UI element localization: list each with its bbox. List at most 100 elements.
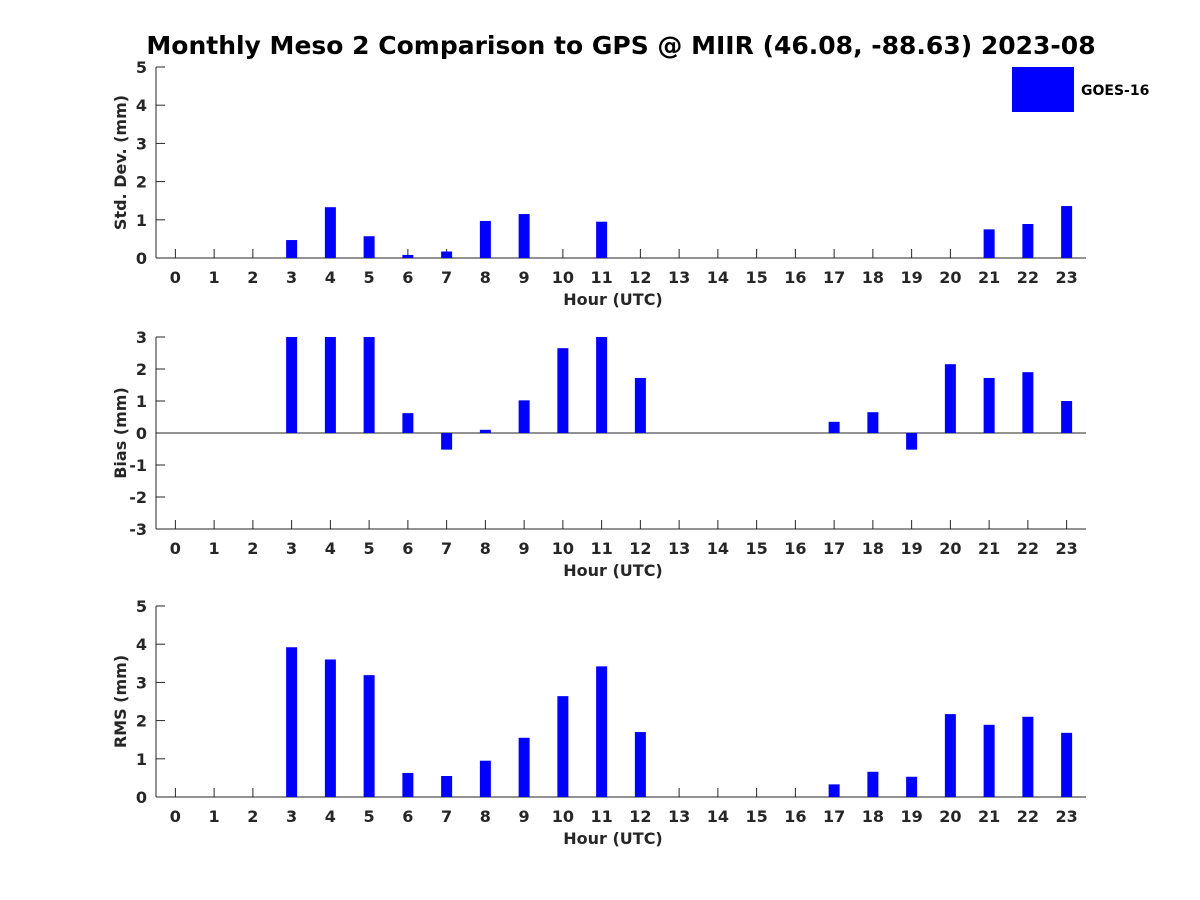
bias-y-tick-label: -2	[129, 488, 147, 507]
bias-x-tick-label: 21	[978, 539, 1000, 558]
bias-x-tick-label: 11	[590, 539, 612, 558]
stddev-x-tick-label: 4	[325, 268, 336, 287]
rms-bar	[828, 784, 840, 797]
rms-x-tick-label: 1	[209, 807, 220, 826]
bias-x-tick-label: 5	[364, 539, 375, 558]
stddev-x-tick-label: 11	[590, 268, 612, 287]
rms-bar	[479, 760, 491, 797]
stddev-y-tick-label: 0	[136, 249, 147, 268]
chart-title: Monthly Meso 2 Comparison to GPS @ MIIR …	[146, 31, 1095, 60]
rms-x-tick-label: 3	[286, 807, 297, 826]
bias-x-axis-label: Hour (UTC)	[563, 561, 663, 580]
stddev-bar	[1022, 224, 1034, 258]
stddev-y-tick-label: 5	[136, 58, 147, 77]
bias-bar	[441, 433, 453, 450]
bias-bar	[596, 337, 608, 433]
stddev-x-tick-label: 19	[900, 268, 922, 287]
rms-x-tick-label: 7	[441, 807, 452, 826]
stddev-y-tick-label: 2	[136, 173, 147, 192]
stddev-bar	[286, 240, 298, 258]
rms-x-tick-label: 13	[668, 807, 690, 826]
rms-y-tick-label: 4	[136, 635, 147, 654]
bias-x-tick-label: 13	[668, 539, 690, 558]
rms-bar	[1022, 716, 1034, 797]
rms-x-tick-label: 9	[519, 807, 530, 826]
rms-x-tick-label: 2	[247, 807, 258, 826]
stddev-x-tick-label: 5	[364, 268, 375, 287]
rms-x-tick-label: 5	[364, 807, 375, 826]
bias-bar	[324, 337, 336, 433]
bias-y-tick-label: 0	[136, 424, 147, 443]
rms-y-tick-label: 3	[136, 673, 147, 692]
bias-bar	[402, 413, 414, 433]
bias-bar	[557, 348, 569, 433]
bias-y-tick-label: 1	[136, 392, 147, 411]
rms-bar	[944, 714, 956, 797]
bias-x-tick-label: 7	[441, 539, 452, 558]
rms-bar	[634, 732, 646, 797]
stddev-x-tick-label: 6	[402, 268, 413, 287]
stddev-bar	[402, 254, 414, 258]
bias-y-tick-label: -3	[129, 520, 147, 539]
bias-x-tick-label: 10	[552, 539, 574, 558]
bias-x-tick-label: 16	[784, 539, 806, 558]
bias-bar	[518, 400, 530, 433]
bias-x-tick-label: 22	[1017, 539, 1039, 558]
stddev-x-tick-label: 2	[247, 268, 258, 287]
rms-y-axis-label: RMS (mm)	[111, 655, 130, 748]
stddev-x-tick-label: 10	[552, 268, 574, 287]
stddev-bar	[596, 221, 608, 258]
rms-bar	[286, 647, 298, 797]
rms-x-tick-label: 6	[402, 807, 413, 826]
bias-bar	[983, 377, 995, 433]
rms-x-tick-label: 22	[1017, 807, 1039, 826]
rms-bar	[324, 659, 336, 797]
rms-x-tick-label: 8	[480, 807, 491, 826]
rms-x-tick-label: 15	[745, 807, 767, 826]
stddev-x-tick-label: 20	[939, 268, 961, 287]
stddev-x-tick-label: 18	[862, 268, 884, 287]
stddev-x-tick-label: 16	[784, 268, 806, 287]
stddev-x-axis-label: Hour (UTC)	[563, 290, 663, 309]
bias-bar	[634, 377, 646, 433]
stddev-x-tick-label: 8	[480, 268, 491, 287]
stddev-x-tick-label: 13	[668, 268, 690, 287]
bias-x-tick-label: 3	[286, 539, 297, 558]
bias-bar	[828, 421, 840, 433]
rms-bar	[402, 772, 414, 797]
stddev-bar	[324, 207, 336, 258]
bias-bar	[363, 337, 375, 433]
rms-y-tick-label: 0	[136, 788, 147, 807]
bias-x-tick-label: 9	[519, 539, 530, 558]
stddev-x-tick-label: 15	[745, 268, 767, 287]
legend-swatch-goes-16	[1012, 67, 1074, 112]
bias-x-tick-label: 15	[745, 539, 767, 558]
stddev-y-axis-label: Std. Dev. (mm)	[111, 95, 130, 230]
bias-x-tick-label: 12	[629, 539, 651, 558]
rms-x-tick-label: 20	[939, 807, 961, 826]
rms-bar	[983, 724, 995, 797]
bias-x-tick-label: 14	[707, 539, 729, 558]
stddev-bar	[518, 214, 530, 258]
bias-x-tick-label: 4	[325, 539, 336, 558]
rms-y-tick-label: 5	[136, 597, 147, 616]
rms-y-tick-label: 2	[136, 712, 147, 731]
stddev-x-tick-label: 21	[978, 268, 1000, 287]
bias-x-tick-label: 23	[1055, 539, 1077, 558]
stddev-x-tick-label: 12	[629, 268, 651, 287]
bias-x-tick-label: 17	[823, 539, 845, 558]
rms-x-tick-label: 17	[823, 807, 845, 826]
rms-bar	[596, 666, 608, 797]
bias-bar	[944, 364, 956, 433]
rms-bar	[441, 775, 453, 797]
rms-y-tick-label: 1	[136, 750, 147, 769]
bias-bar	[1022, 372, 1034, 433]
rms-x-tick-label: 14	[707, 807, 729, 826]
bias-x-tick-label: 8	[480, 539, 491, 558]
stddev-x-tick-label: 1	[209, 268, 220, 287]
stddev-x-tick-label: 3	[286, 268, 297, 287]
legend-label-goes-16: GOES-16	[1081, 83, 1149, 99]
rms-x-axis-label: Hour (UTC)	[563, 829, 663, 848]
